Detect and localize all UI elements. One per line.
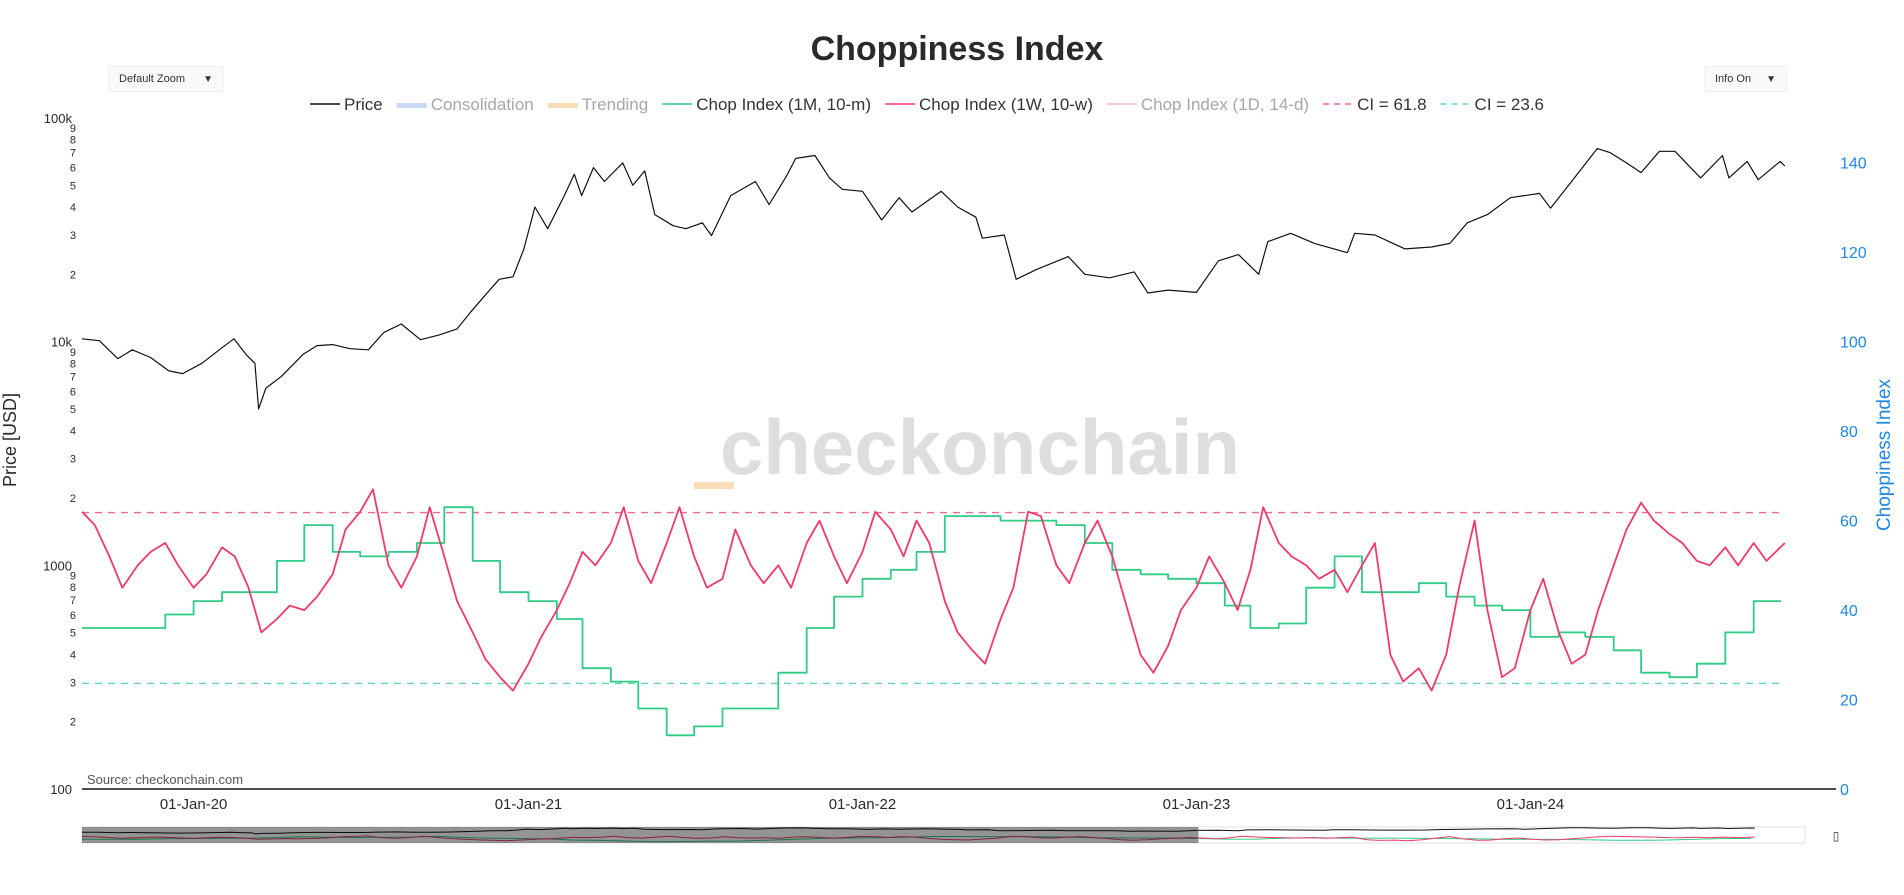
series-line-1 bbox=[82, 506, 1782, 737]
range-slider-series-2 bbox=[81, 835, 1755, 842]
y-left-minor-tick-label: 9 bbox=[70, 123, 76, 135]
x-tick-label: 01-Jan-23 bbox=[1163, 796, 1231, 813]
y-left-minor-tick-label: 7 bbox=[70, 595, 76, 607]
y-left-tick-label: 100 bbox=[50, 782, 72, 797]
y-right-tick-label: 120 bbox=[1840, 245, 1867, 262]
range-slider-mask bbox=[82, 827, 1198, 843]
y-left-minor-tick-label: 3 bbox=[70, 454, 76, 466]
y-left-minor-tick-label: 2 bbox=[70, 493, 76, 505]
x-tick-label: 01-Jan-22 bbox=[829, 796, 897, 813]
legend-label: Chop Index (1D, 14-d) bbox=[1141, 95, 1309, 114]
y-right-tick-label: 0 bbox=[1840, 782, 1849, 799]
legend-item-6: CI = 61.8 bbox=[1323, 95, 1427, 114]
y-left-minor-tick-label: 9 bbox=[70, 571, 76, 583]
series-line-0 bbox=[81, 148, 1786, 410]
y-left-minor-tick-label: 8 bbox=[70, 135, 76, 147]
right-axis: 0 20 40 60 80 100 120 140 bbox=[1840, 156, 1867, 799]
y-right-tick-label: 80 bbox=[1840, 424, 1858, 441]
y-left-minor-tick-label: 6 bbox=[70, 610, 76, 622]
y-left-minor-tick-label: 9 bbox=[70, 347, 76, 359]
y-left-tick-label: 10k bbox=[51, 335, 72, 350]
legend-item-0: Price bbox=[310, 95, 383, 114]
source-note: Source: checkonchain.com bbox=[87, 772, 243, 787]
zoom-dropdown[interactable]: Default Zoom ▼ bbox=[108, 66, 224, 92]
y-left-minor-tick-label: 7 bbox=[70, 148, 76, 160]
legend-item-1: Consolidation bbox=[396, 95, 534, 114]
legend-swatch bbox=[547, 103, 578, 108]
range-slider-series-0 bbox=[82, 827, 1755, 835]
y-right-tick-label: 40 bbox=[1840, 603, 1858, 620]
y-left-minor-tick-label: 3 bbox=[70, 677, 76, 689]
y-left-minor-tick-label: 5 bbox=[70, 404, 76, 416]
legend-swatch bbox=[396, 103, 427, 108]
y-left-minor-tick-label: 2 bbox=[70, 717, 76, 729]
legend-label: Trending bbox=[582, 95, 648, 114]
legend-item-2: Trending bbox=[547, 95, 648, 114]
y-right-tick-label: 20 bbox=[1840, 693, 1858, 710]
range-slider[interactable]: ▯ bbox=[81, 826, 1840, 844]
chevron-down-icon: ▼ bbox=[203, 73, 213, 85]
chart-title: Choppiness Index bbox=[811, 30, 1104, 68]
y-left-minor-tick-label: 8 bbox=[70, 358, 76, 370]
y-left-minor-tick-label: 4 bbox=[70, 649, 76, 661]
y-axis-left-title: Price [USD] bbox=[0, 393, 20, 487]
y-right-tick-label: 140 bbox=[1840, 156, 1867, 173]
y-left-minor-tick-label: 5 bbox=[70, 628, 76, 640]
info-dropdown[interactable]: Info On ▼ bbox=[1704, 66, 1787, 92]
y-left-minor-tick-label: 4 bbox=[70, 426, 76, 438]
y-left-tick-label: 100k bbox=[44, 111, 73, 126]
y-left-minor-tick-label: 7 bbox=[70, 371, 76, 383]
chevron-down-icon: ▼ bbox=[1766, 73, 1776, 85]
y-left-minor-tick-label: 4 bbox=[70, 202, 76, 214]
watermark-underscore bbox=[694, 482, 734, 489]
legend-item-5: Chop Index (1D, 14-d) bbox=[1106, 95, 1309, 114]
y-left-minor-tick-label: 5 bbox=[70, 180, 76, 192]
y-left-tick-label: 1000 bbox=[43, 558, 72, 573]
range-slider-handle[interactable]: ▯ bbox=[1833, 829, 1840, 843]
reference-lines bbox=[82, 511, 1785, 685]
legend-label: CI = 23.6 bbox=[1475, 95, 1544, 114]
x-tick-label: 01-Jan-21 bbox=[495, 796, 563, 813]
legend-item-4: Chop Index (1W, 10-w) bbox=[885, 95, 1093, 114]
legend-label: Consolidation bbox=[431, 95, 534, 114]
y-axis-right-title: Choppiness Index bbox=[1874, 378, 1895, 531]
zoom-dropdown-label: Default Zoom bbox=[119, 73, 186, 85]
watermark: checkonchain bbox=[720, 403, 1240, 491]
legend-item-7: CI = 23.6 bbox=[1440, 95, 1544, 114]
x-tick-label: 01-Jan-24 bbox=[1497, 796, 1565, 813]
y-left-minor-tick-label: 2 bbox=[70, 269, 76, 281]
info-dropdown-label: Info On bbox=[1715, 73, 1752, 85]
y-left-minor-tick-label: 3 bbox=[70, 230, 76, 242]
series-line-2 bbox=[81, 488, 1786, 692]
legend: Price Consolidation Trending Chop Index (1M… bbox=[310, 95, 1544, 114]
range-slider-track bbox=[81, 826, 1806, 844]
x-tick-label: 01-Jan-20 bbox=[160, 796, 228, 813]
legend-item-3: Chop Index (1M, 10-m) bbox=[662, 95, 871, 114]
y-right-tick-label: 100 bbox=[1840, 335, 1867, 352]
legend-label: Price bbox=[344, 95, 383, 114]
y-left-minor-tick-label: 6 bbox=[70, 386, 76, 398]
series-layer bbox=[81, 148, 1786, 737]
y-right-tick-label: 60 bbox=[1840, 514, 1858, 531]
legend-label: CI = 61.8 bbox=[1357, 95, 1426, 114]
x-axis: 01-Jan-20 01-Jan-21 01-Jan-22 01-Jan-23 01-J… bbox=[82, 788, 1836, 813]
legend-label: Chop Index (1M, 10-m) bbox=[696, 95, 871, 114]
legend-label: Chop Index (1W, 10-w) bbox=[919, 95, 1093, 114]
y-left-minor-tick-label: 6 bbox=[70, 163, 76, 175]
y-left-minor-tick-label: 8 bbox=[70, 582, 76, 594]
